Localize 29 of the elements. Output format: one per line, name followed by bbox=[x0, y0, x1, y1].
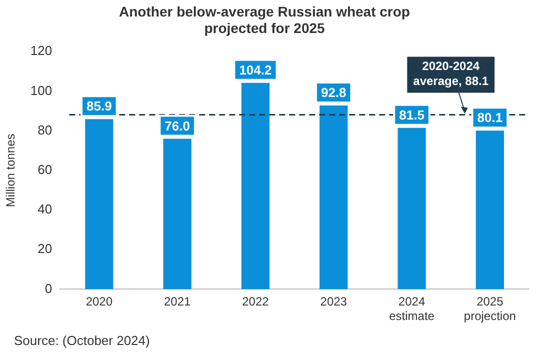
y-tick-label: 60 bbox=[38, 162, 52, 177]
x-tick-label: 2023 bbox=[320, 294, 348, 309]
bar bbox=[85, 119, 114, 290]
x-tick-label: 2020 bbox=[86, 294, 113, 309]
y-axis-title: Million tonnes bbox=[4, 134, 18, 208]
data-label: 80.1 bbox=[477, 110, 503, 126]
y-tick-label: 120 bbox=[30, 43, 52, 58]
ref-line-label: 2020-2024 average, 88.1 bbox=[413, 59, 489, 88]
chart-title: Another below-average Russian wheat crop projected for 2025 bbox=[119, 3, 410, 36]
y-tick-label: 100 bbox=[30, 82, 52, 98]
bar bbox=[320, 105, 348, 290]
data-label: 85.9 bbox=[86, 98, 112, 114]
data-label: 104.2 bbox=[239, 62, 272, 78]
x-tick-label: 2025 projection bbox=[464, 294, 516, 324]
y-tick-label: 20 bbox=[38, 241, 52, 256]
x-tick-label: 2021 bbox=[164, 294, 191, 309]
bar bbox=[398, 128, 426, 290]
data-label: 92.8 bbox=[320, 85, 346, 100]
y-tick-label: 0 bbox=[44, 280, 52, 296]
y-tick-label: 80 bbox=[38, 122, 52, 138]
source-note: Source: (October 2024) bbox=[14, 333, 150, 348]
x-tick-label: 2024 estimate bbox=[389, 294, 435, 324]
data-label: 76.0 bbox=[164, 118, 190, 134]
bar bbox=[241, 82, 270, 290]
y-tick-label: 40 bbox=[38, 202, 52, 217]
data-label: 81.5 bbox=[399, 107, 424, 122]
bar bbox=[163, 138, 192, 290]
x-tick-label: 2022 bbox=[242, 294, 270, 309]
bar bbox=[476, 130, 504, 290]
